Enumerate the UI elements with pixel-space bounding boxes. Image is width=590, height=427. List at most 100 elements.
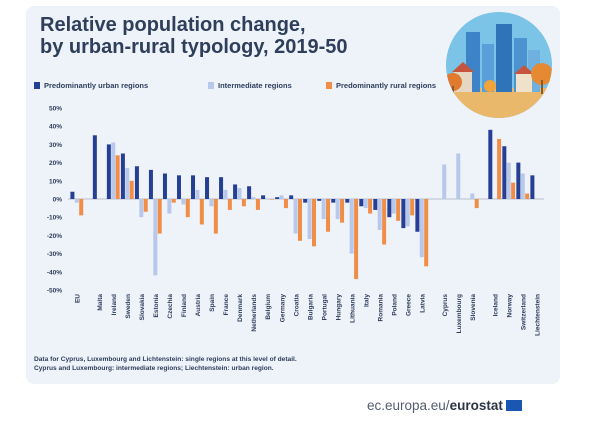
- chart-title: Relative population change, by urban-rur…: [40, 14, 420, 58]
- x-tick-label: Poland: [391, 294, 398, 316]
- y-tick-label: 40%: [49, 124, 62, 131]
- bar-intermediate-switzerland: [520, 173, 525, 199]
- bar-rural-norway: [511, 182, 516, 199]
- y-tick-label: 50%: [49, 106, 62, 113]
- bar-urban-poland: [387, 199, 392, 218]
- bar-rural-iceland: [497, 138, 502, 199]
- bar-chart: 50% 40% 30% 20% 10% 0% -10% -20% -30% -40% -50% EU M…: [47, 106, 544, 336]
- bar-rural-denmark: [241, 199, 246, 207]
- bar-rural-netherlands: [255, 199, 260, 210]
- legend-label-intermediate: Intermediate regions: [218, 81, 292, 90]
- y-tick-label: 0%: [53, 197, 63, 204]
- bar-urban-germany: [275, 197, 280, 199]
- y-tick-label: -20%: [47, 233, 62, 240]
- bar-urban-netherlands: [247, 186, 252, 199]
- x-tick-label: Luxembourg: [456, 294, 463, 333]
- bar-rural-slovenia: [474, 199, 479, 209]
- bar-intermediate-luxembourg: [456, 153, 461, 199]
- bar-urban-lithuania: [345, 199, 350, 203]
- bar-intermediate-estonia: [153, 199, 158, 276]
- bar-urban-austria: [191, 175, 196, 199]
- bar-intermediate-slovakia: [139, 199, 144, 218]
- x-tick-label: Ireland: [111, 294, 118, 315]
- bar-rural-czechia: [171, 199, 176, 203]
- x-tick-label: Croatia: [293, 294, 300, 317]
- bar-intermediate-norway: [506, 162, 511, 199]
- bar-rural-poland: [396, 199, 401, 221]
- x-tick-label: Lithuania: [349, 294, 356, 323]
- x-tick-label: Estonia: [153, 294, 160, 318]
- x-tick-label: Czechia: [167, 294, 174, 319]
- legend-item-intermediate: Intermediate regions: [208, 81, 292, 90]
- x-tick-label: Portugal: [321, 294, 328, 321]
- bar-rural-ireland: [115, 155, 120, 199]
- bar-urban-eu: [70, 191, 75, 199]
- x-tick-label: Iceland: [492, 294, 499, 316]
- bar-intermediate-finland: [181, 199, 186, 205]
- bar-intermediate-germany: [279, 195, 284, 199]
- x-tick-label: Belgium: [265, 294, 272, 320]
- legend-label-urban: Predominantly urban regions: [44, 81, 149, 90]
- bar-urban-slovakia: [134, 166, 139, 199]
- footnote-line-2: Cyprus and Luxembourg: intermediate regi…: [34, 365, 274, 372]
- bar-intermediate-poland: [391, 199, 396, 214]
- bar-intermediate-italy: [363, 199, 368, 209]
- bar-intermediate-eu: [74, 199, 79, 203]
- legend-item-rural: Predominantly rural regions: [326, 81, 436, 90]
- bar-urban-romania: [373, 199, 378, 210]
- chart-title-line-2: by urban-rural typology, 2019-50: [40, 36, 348, 58]
- footnote: Data for Cyprus, Luxembourg and Lichtens…: [34, 355, 474, 373]
- x-tick-label: Latvia: [419, 294, 426, 313]
- bar-rural-slovakia: [143, 199, 148, 212]
- bar-rural-france: [227, 199, 232, 210]
- bar-urban-bulgaria: [303, 199, 308, 203]
- brand-name: eurostat: [449, 398, 503, 413]
- x-tick-label: Romania: [377, 294, 384, 322]
- y-tick-label: -30%: [47, 251, 62, 258]
- footnote-line-1: Data for Cyprus, Luxembourg and Lichtens…: [34, 356, 297, 363]
- x-tick-label: Slovenia: [470, 294, 477, 321]
- x-tick-label: Hungary: [335, 294, 342, 321]
- chart-legend: Predominantly urban regions Intermediate…: [34, 81, 454, 95]
- bar-urban-iceland: [488, 129, 493, 199]
- bar-urban-ireland: [106, 144, 111, 199]
- bar-rural-latvia: [424, 199, 429, 267]
- bar-rural-greece: [410, 199, 415, 216]
- bar-urban-denmark: [233, 184, 238, 199]
- bar-intermediate-cyprus: [442, 164, 447, 199]
- x-tick-label: Austria: [195, 294, 202, 317]
- bar-intermediate-ireland: [111, 142, 116, 199]
- bar-intermediate-denmark: [237, 188, 242, 199]
- legend-swatch-urban: [34, 82, 40, 89]
- bar-intermediate-netherlands: [251, 197, 256, 199]
- bar-rural-finland: [185, 199, 190, 218]
- x-tick-label: Greece: [405, 294, 412, 316]
- bar-intermediate-czechia: [167, 199, 172, 214]
- bar-intermediate-spain: [209, 199, 214, 207]
- bar-urban-liechtenstein: [530, 175, 535, 199]
- x-tick-label: Switzerland: [520, 294, 527, 330]
- bar-urban-spain: [205, 177, 210, 199]
- bar-intermediate-portugal: [321, 199, 326, 220]
- bar-intermediate-slovenia: [470, 193, 475, 199]
- x-tick-label: Liechtenstein: [534, 294, 541, 336]
- x-tick-label: Italy: [363, 294, 370, 307]
- bar-rural-switzerland: [525, 193, 530, 199]
- bar-rural-germany: [283, 199, 288, 209]
- bar-urban-belgium: [261, 195, 266, 199]
- bar-intermediate-lithuania: [349, 199, 354, 254]
- bar-urban-hungary: [331, 199, 336, 203]
- y-tick-label: -50%: [47, 288, 62, 295]
- bar-rural-spain: [213, 199, 218, 234]
- x-tick-label: Germany: [279, 294, 286, 323]
- x-tick-label: Bulgaria: [307, 294, 314, 320]
- bar-urban-france: [219, 177, 224, 199]
- brand-prefix: ec.europa.eu/: [367, 398, 450, 413]
- bar-urban-sweden: [120, 153, 125, 199]
- bar-urban-italy: [359, 199, 364, 207]
- bar-urban-malta: [92, 135, 97, 199]
- bar-urban-finland: [176, 175, 181, 199]
- bar-rural-portugal: [326, 199, 331, 232]
- bar-urban-czechia: [162, 173, 167, 199]
- bar-rural-hungary: [340, 199, 345, 223]
